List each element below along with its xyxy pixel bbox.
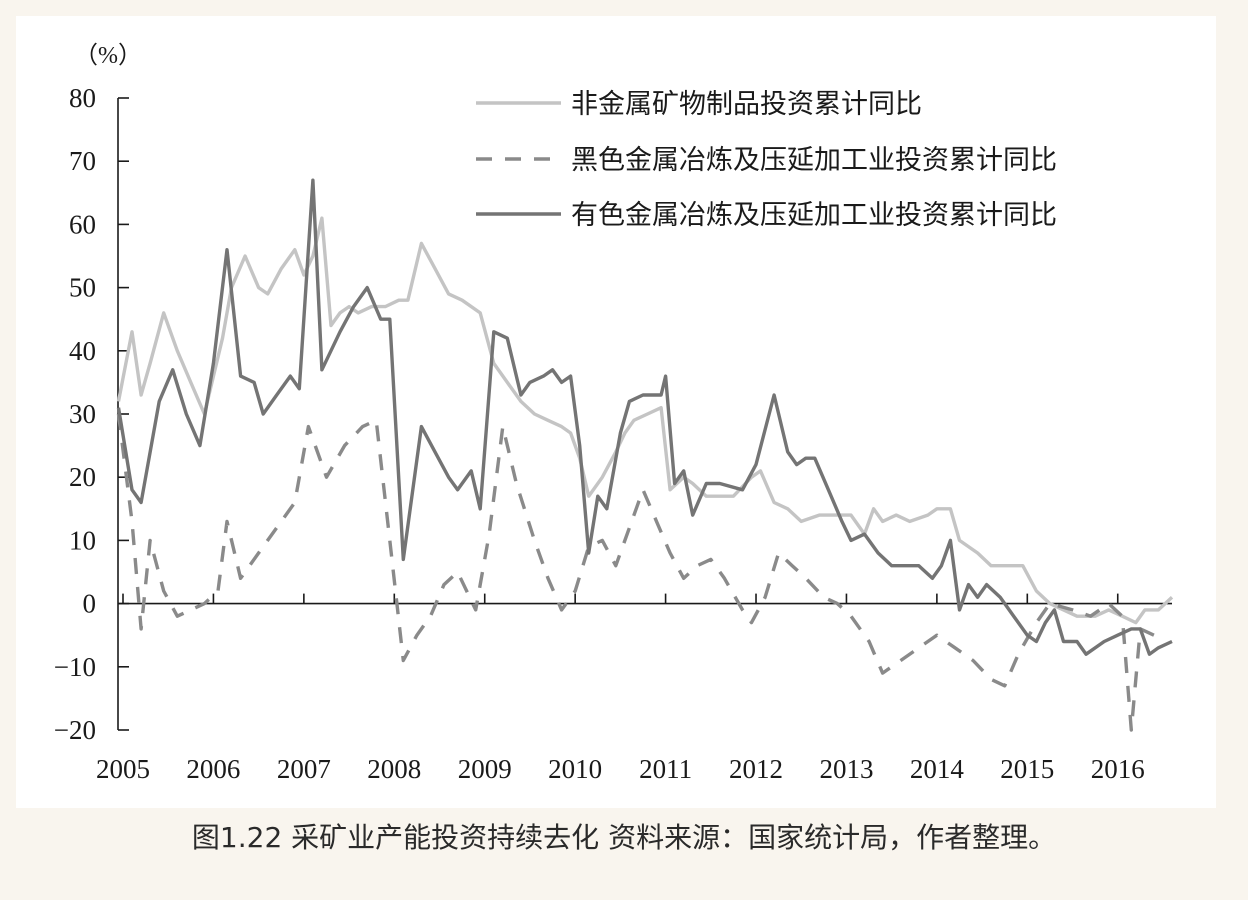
figure-panel: （%） 80 70 60 50 40 30 20 10 0 −10 −20 2005 2006 2007 2… <box>16 16 1216 808</box>
y-tick-label: 0 <box>83 589 97 619</box>
x-tick-label: 2016 <box>1091 754 1145 784</box>
legend: 非金属矿物制品投资累计同比黑色金属冶炼及压延加工业投资累计同比有色金属冶炼及压延… <box>476 89 1057 231</box>
series-line-1 <box>116 216 1174 625</box>
x-tick-label: 2009 <box>458 754 512 784</box>
x-tick-label: 2006 <box>186 754 240 784</box>
x-tick-label: 2008 <box>367 754 421 784</box>
legend-label-3: 有色金属冶炼及压延加工业投资累计同比 <box>571 200 1057 231</box>
x-tick-label: 2010 <box>548 754 602 784</box>
y-tick-label: 60 <box>69 209 96 239</box>
series-layer <box>116 178 1174 732</box>
y-unit-label: （%） <box>74 43 142 69</box>
y-tick-label: −20 <box>54 715 96 745</box>
x-tick-label: 2013 <box>819 754 873 784</box>
figure-caption: 图1.22 采矿业产能投资持续去化 资料来源：国家统计局，作者整理。 <box>191 821 1057 854</box>
y-tick-label: 20 <box>69 462 96 492</box>
series-line-3 <box>116 178 1173 656</box>
y-tick-label: 70 <box>69 146 96 176</box>
y-tick-label: 50 <box>69 273 96 303</box>
x-tick-label: 2015 <box>1000 754 1054 784</box>
x-tick-label: 2012 <box>729 754 783 784</box>
x-tick-label: 2014 <box>910 754 965 784</box>
legend-label-1: 非金属矿物制品投资累计同比 <box>571 89 922 120</box>
y-tick-label: 10 <box>69 525 96 555</box>
x-tick-label: 2011 <box>639 754 692 784</box>
y-tick-label: 40 <box>69 336 96 366</box>
legend-label-2: 黑色金属冶炼及压延加工业投资累计同比 <box>571 145 1057 176</box>
x-tick-label: 2007 <box>277 754 331 784</box>
x-tick-label: 2005 <box>96 754 150 784</box>
y-tick-label: 80 <box>69 83 96 113</box>
y-tick-label: 30 <box>69 399 96 429</box>
y-tick-label: −10 <box>54 652 96 682</box>
series-line-2 <box>116 413 1155 732</box>
